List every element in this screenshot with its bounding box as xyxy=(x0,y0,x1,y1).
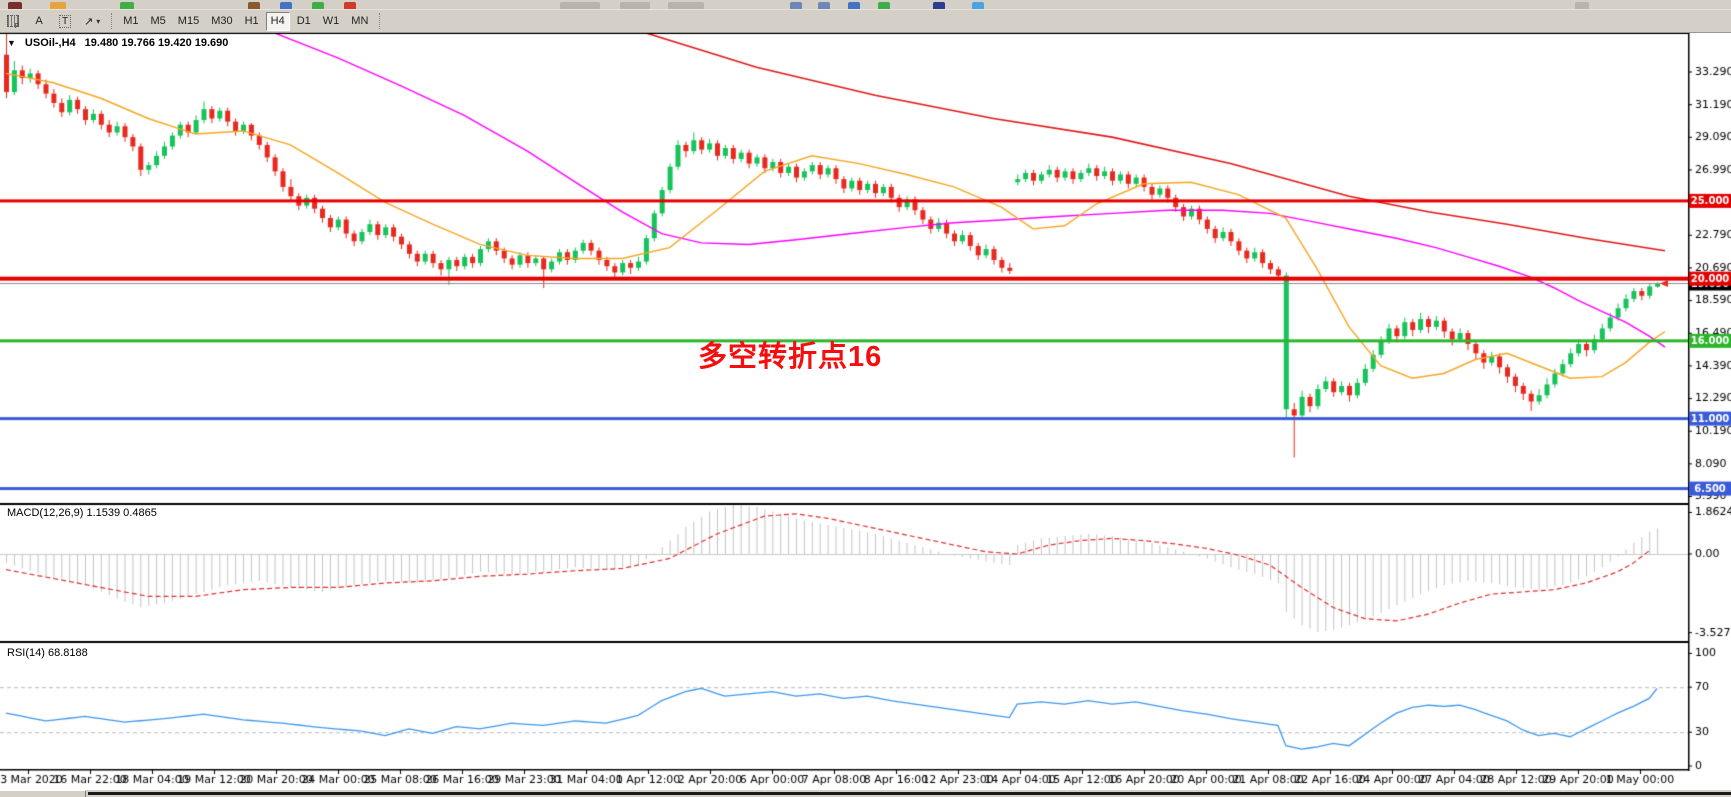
timeframe-button-m5[interactable]: M5 xyxy=(150,15,166,27)
horizontal-scrollbar[interactable] xyxy=(0,790,1731,797)
toolbar-partial-icon[interactable] xyxy=(933,2,945,9)
timeframe-button-m15[interactable]: M15 xyxy=(177,15,200,27)
text-label-button[interactable]: A xyxy=(27,12,51,31)
text-box-button[interactable]: T xyxy=(53,12,77,31)
macd-indicator-label: MACD(12,26,9) 1.1539 0.4865 xyxy=(7,507,157,519)
timeframe-button-h1[interactable]: H1 xyxy=(244,15,259,27)
toolbar-partial-icon[interactable] xyxy=(280,2,292,9)
chart-text-annotation[interactable]: 多空转折点16 xyxy=(698,341,883,373)
chart-symbol: USOil-,H4 xyxy=(24,37,76,49)
arrow-tools-icon: ↗ xyxy=(84,15,94,28)
toolbar-icons-row xyxy=(0,0,1731,10)
chart-ohlc: 19.480 19.766 19.420 19.690 xyxy=(84,37,229,49)
toolbar-partial-icon[interactable] xyxy=(620,2,650,9)
symbol-dropdown-icon[interactable]: ▼ xyxy=(7,38,16,48)
toolbar-partial-icon[interactable] xyxy=(1575,2,1589,9)
toolbar-partial-icon[interactable] xyxy=(848,2,860,9)
arrow-tools-button[interactable]: ↗ ▾ xyxy=(79,12,105,31)
toolbar-partial-icon[interactable] xyxy=(668,2,704,9)
grid-icon: F xyxy=(7,15,19,30)
chart-title: ▼ USOil-,H4 19.480 19.766 19.420 19.690 xyxy=(7,37,228,49)
scrollbar-track[interactable] xyxy=(88,792,1731,795)
toolbar-separator xyxy=(111,13,113,29)
timeframe-button-h4[interactable]: H4 xyxy=(265,11,290,31)
toolbar-partial-icon[interactable] xyxy=(50,2,66,9)
timeframe-button-w1[interactable]: W1 xyxy=(322,15,340,27)
toolbar-partial-icon[interactable] xyxy=(312,2,324,9)
toolbar-partial-icon[interactable] xyxy=(344,2,356,9)
text-label-icon: A xyxy=(35,15,43,27)
rsi-indicator-label: RSI(14) 68.8188 xyxy=(7,647,88,659)
grid-snap-button[interactable]: F xyxy=(1,12,25,31)
toolbar-partial-icon[interactable] xyxy=(818,2,830,9)
timeframe-button-d1[interactable]: D1 xyxy=(296,15,311,27)
dropdown-caret-icon[interactable]: ▾ xyxy=(96,16,101,26)
toolbar-partial-icon[interactable] xyxy=(8,2,22,9)
toolbar-partial-icon[interactable] xyxy=(972,2,984,9)
timeframe-button-mn[interactable]: MN xyxy=(351,15,369,27)
text-box-icon: T xyxy=(58,14,72,28)
timeframe-button-m1[interactable]: M1 xyxy=(123,15,139,27)
scrollbar-thumb[interactable] xyxy=(0,790,86,797)
toolbar-partial-icon[interactable] xyxy=(248,2,260,9)
toolbar-tools-row: F A T ↗ ▾ M1 M5 M15 M30 H1 H4 D1 W1 MN xyxy=(0,10,1731,33)
toolbar-partial-icon[interactable] xyxy=(560,2,600,9)
toolbar-separator xyxy=(379,13,381,29)
timeframe-button-m30[interactable]: M30 xyxy=(211,15,233,27)
price-chart-canvas[interactable] xyxy=(0,33,1731,797)
toolbar-partial-icon[interactable] xyxy=(878,2,890,9)
toolbar-partial-icon[interactable] xyxy=(790,2,802,9)
toolbar-partial-icon[interactable] xyxy=(120,2,134,9)
